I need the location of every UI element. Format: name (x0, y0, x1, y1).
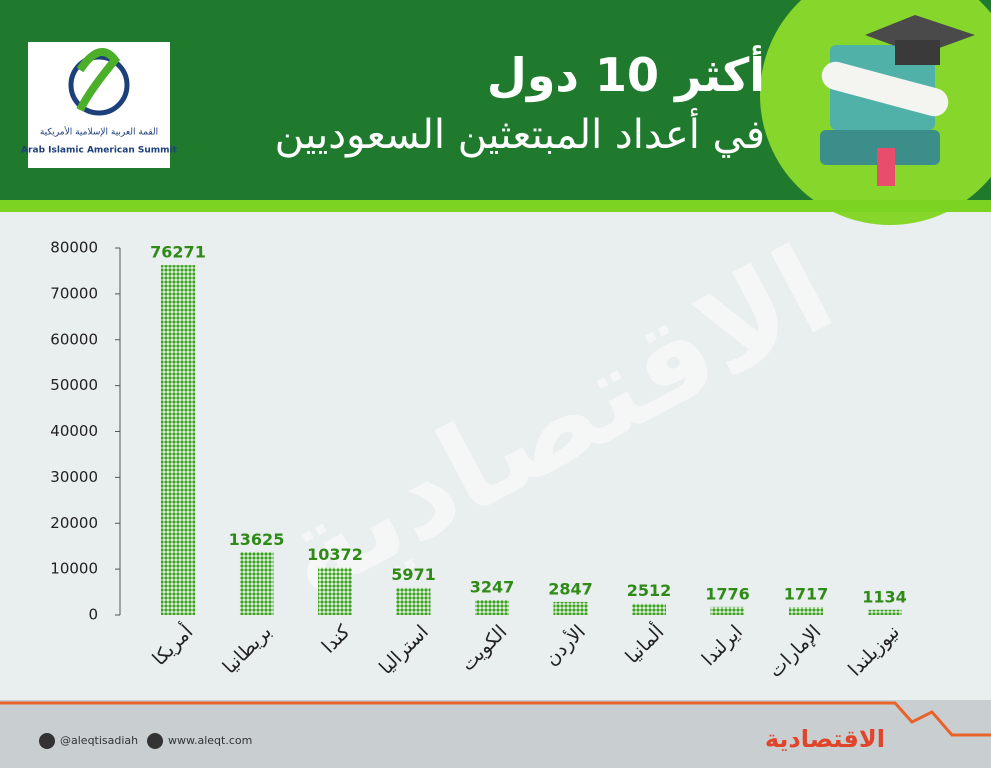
x-tick-label: ايرلندا (698, 621, 747, 670)
bar (475, 600, 509, 615)
website: www.aleqt.com (168, 734, 252, 747)
y-tick-label: 60000 (50, 330, 98, 348)
data-label: 1776 (705, 584, 750, 603)
bar (789, 607, 823, 615)
y-tick-label: 70000 (50, 284, 98, 302)
y-tick-label: 80000 (50, 239, 98, 257)
bar (553, 601, 588, 615)
y-tick-label: 10000 (50, 560, 98, 578)
bar (161, 265, 195, 615)
watermark: الاقتصادية (258, 221, 854, 626)
web-icon (147, 733, 163, 749)
bar (318, 567, 352, 615)
twitter-handle: @aleqtisadiah (60, 734, 138, 747)
cap-base (895, 40, 940, 65)
footer-band (0, 700, 991, 768)
y-tick-label: 30000 (50, 468, 98, 486)
data-label: 3247 (470, 578, 515, 597)
data-label: 1134 (862, 587, 907, 606)
bar (239, 552, 274, 615)
footer-brand: الاقتصادية (765, 725, 885, 753)
x-tick-label: الإمارات (764, 621, 825, 682)
x-tick-label: نيوزيلندا (844, 621, 904, 681)
cap (865, 15, 975, 55)
x-tick-label: بريطانيا (218, 621, 275, 678)
x-tick-label: الكويت (457, 621, 512, 676)
header-stripe (0, 200, 991, 212)
bar (396, 587, 431, 615)
data-label: 5971 (391, 565, 436, 584)
x-tick-label: ألمانيا (620, 619, 669, 668)
footer-line (0, 701, 991, 737)
x-tick-label: استراليا (375, 621, 433, 679)
title: أكثر 10 دول (486, 48, 765, 102)
y-tick-label: 0 (88, 606, 98, 624)
twitter-icon (39, 733, 55, 749)
x-tick-label: الأردن (540, 620, 590, 670)
x-tick-label: كندا (318, 620, 355, 657)
logo-ring (68, 54, 130, 116)
diploma (821, 61, 949, 117)
y-tick-label: 50000 (50, 376, 98, 394)
data-label: 13625 (229, 530, 285, 549)
data-label: 2847 (548, 579, 593, 598)
subtitle: في أعداد المبتعثين السعوديين (274, 112, 765, 158)
logo-box (28, 42, 170, 168)
x-tick-label: أمريكا (147, 619, 198, 670)
bar (710, 606, 745, 615)
logo-swoosh (76, 48, 121, 112)
data-label: 1717 (784, 585, 829, 604)
data-label: 76271 (150, 243, 206, 262)
bar (867, 609, 902, 615)
logo-arabic: القمة العربية الإسلامية الأمريكية (40, 126, 158, 138)
bookmark (877, 148, 895, 186)
logo-english: Arab Islamic American Summit (21, 146, 177, 156)
data-label: 2512 (627, 581, 672, 600)
y-tick-label: 40000 (50, 422, 98, 440)
book (820, 130, 940, 165)
bar (632, 603, 666, 615)
data-label: 10372 (307, 545, 363, 564)
y-tick-label: 20000 (50, 514, 98, 532)
